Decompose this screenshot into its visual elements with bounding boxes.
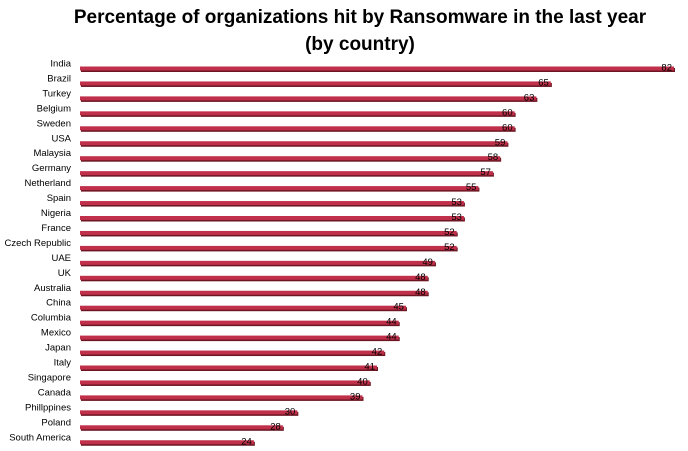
bar <box>80 201 464 206</box>
data-label: 28 <box>270 421 281 432</box>
data-label: 57 <box>480 167 491 178</box>
category-label: China <box>46 298 72 309</box>
bar <box>80 320 399 325</box>
bar <box>80 111 515 116</box>
data-label: 48 <box>415 272 426 283</box>
data-label: 52 <box>444 227 455 238</box>
category-label: Netherland <box>25 178 71 189</box>
data-label: 40 <box>357 376 368 387</box>
data-label: 48 <box>415 287 426 298</box>
bar <box>80 440 254 445</box>
category-label: UAE <box>51 253 71 264</box>
bar <box>80 275 428 280</box>
category-label: USA <box>51 133 71 144</box>
category-label: UK <box>58 268 72 279</box>
category-label: Malaysia <box>34 148 72 159</box>
bar <box>80 81 551 86</box>
category-label: Japan <box>45 343 71 354</box>
category-label: Sweden <box>37 118 71 129</box>
data-label: 49 <box>422 257 433 268</box>
category-label: Brazil <box>47 73 71 84</box>
bar <box>80 410 298 415</box>
data-label: 59 <box>495 137 506 148</box>
data-label: 41 <box>364 362 375 373</box>
bar <box>80 260 435 265</box>
data-label: 30 <box>285 406 296 417</box>
bar <box>80 365 377 370</box>
category-label: Australia <box>34 283 72 294</box>
category-label: France <box>41 223 71 234</box>
chart-title: Percentage of organizations hit by Ranso… <box>73 7 647 55</box>
category-label: Singapore <box>28 372 71 383</box>
data-label: 53 <box>451 197 462 208</box>
bar <box>80 245 457 250</box>
bar <box>80 335 399 340</box>
category-label: Columbia <box>31 313 72 324</box>
category-label: Nigeria <box>41 208 72 219</box>
data-label: 52 <box>444 242 455 253</box>
category-label: Turkey <box>42 88 71 99</box>
data-label: 42 <box>372 347 383 358</box>
bar <box>80 395 363 400</box>
data-label: 55 <box>466 182 477 193</box>
data-label: 60 <box>502 122 513 133</box>
bar <box>80 186 479 191</box>
category-label: Canada <box>38 387 72 398</box>
bar <box>80 96 537 101</box>
bar <box>80 126 515 131</box>
bar <box>80 290 428 295</box>
bar <box>80 216 464 220</box>
data-label: 60 <box>502 107 513 118</box>
bar <box>80 350 385 355</box>
category-label: Mexico <box>41 328 71 339</box>
category-label: Germany <box>32 163 71 174</box>
data-label: 45 <box>393 302 404 313</box>
data-label: 39 <box>350 391 361 402</box>
data-label: 58 <box>488 152 499 163</box>
data-label: 82 <box>661 63 672 74</box>
bar <box>80 305 406 310</box>
category-label: Phillppines <box>25 402 71 413</box>
bar <box>80 156 501 161</box>
bar <box>80 141 508 146</box>
bar <box>80 230 457 235</box>
data-label: 63 <box>524 92 535 103</box>
data-label: 44 <box>386 317 397 328</box>
category-label: Belgium <box>37 103 71 114</box>
bar <box>80 66 674 71</box>
category-label: Italy <box>54 358 72 369</box>
category-label: Spain <box>47 193 71 204</box>
data-label: 53 <box>451 212 462 223</box>
category-label: South America <box>9 432 71 443</box>
category-label: Czech Republic <box>4 238 71 249</box>
category-label: Poland <box>41 417 71 428</box>
data-label: 65 <box>538 77 549 88</box>
data-label: 44 <box>386 332 397 343</box>
bar <box>80 425 283 430</box>
bar <box>80 171 493 176</box>
bar <box>80 380 370 385</box>
category-label: India <box>50 59 71 70</box>
data-label: 24 <box>241 436 252 447</box>
